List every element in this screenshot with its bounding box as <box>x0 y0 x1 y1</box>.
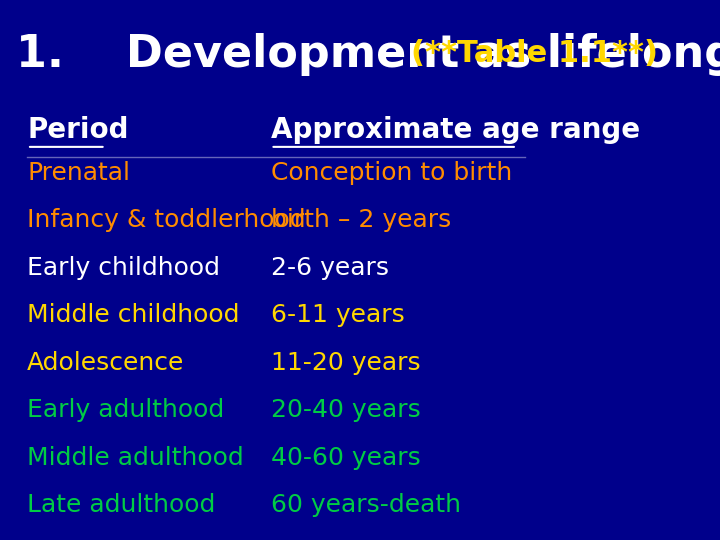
Text: birth – 2 years: birth – 2 years <box>271 208 451 232</box>
Text: Period: Period <box>27 116 129 144</box>
Text: 2-6 years: 2-6 years <box>271 256 389 280</box>
Text: 6-11 years: 6-11 years <box>271 303 405 327</box>
Text: Approximate age range: Approximate age range <box>271 116 639 144</box>
Text: Prenatal: Prenatal <box>27 161 130 185</box>
Text: 11-20 years: 11-20 years <box>271 351 420 375</box>
Text: 20-40 years: 20-40 years <box>271 399 420 422</box>
Text: Late adulthood: Late adulthood <box>27 494 215 517</box>
Text: 60 years-death: 60 years-death <box>271 494 461 517</box>
Text: Early childhood: Early childhood <box>27 256 220 280</box>
Text: Conception to birth: Conception to birth <box>271 161 512 185</box>
Text: Middle childhood: Middle childhood <box>27 303 240 327</box>
Text: Middle adulthood: Middle adulthood <box>27 446 244 470</box>
Text: 1.    Development as lifelong: 1. Development as lifelong <box>17 32 720 76</box>
Text: (**Table 1.1**): (**Table 1.1**) <box>411 39 658 69</box>
Text: Early adulthood: Early adulthood <box>27 399 225 422</box>
Text: 40-60 years: 40-60 years <box>271 446 420 470</box>
Text: Infancy & toddlerhood: Infancy & toddlerhood <box>27 208 306 232</box>
Text: Adolescence: Adolescence <box>27 351 184 375</box>
